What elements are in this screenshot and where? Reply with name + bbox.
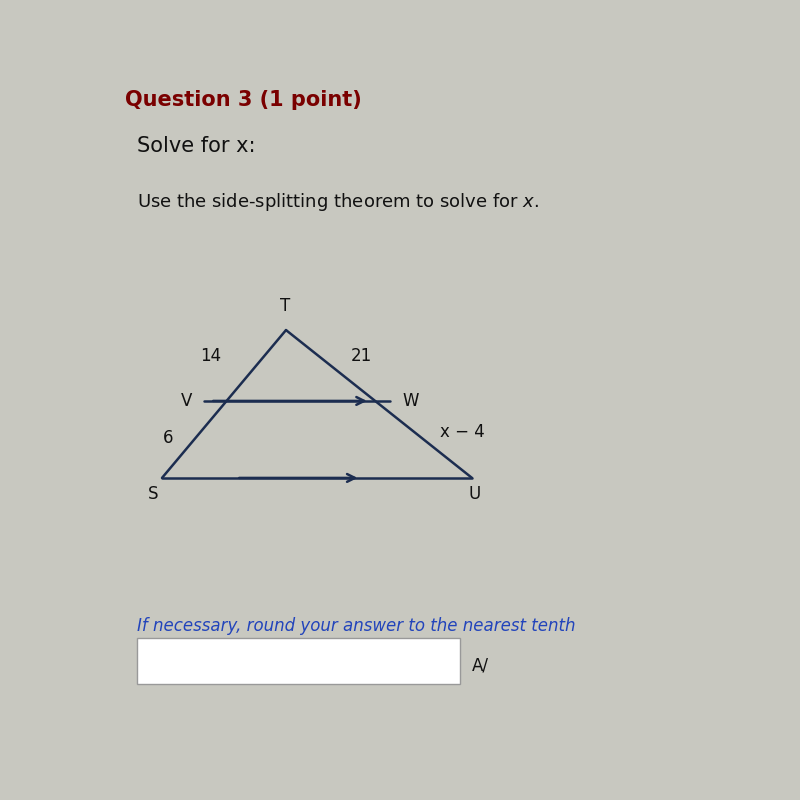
Text: U: U: [469, 486, 482, 503]
Text: 6: 6: [162, 429, 173, 447]
Bar: [138, 638, 459, 684]
Text: S: S: [147, 486, 158, 503]
Text: T: T: [280, 297, 290, 314]
Text: x − 4: x − 4: [440, 422, 485, 441]
Text: Solve for x:: Solve for x:: [138, 136, 256, 156]
Text: 21: 21: [351, 347, 372, 365]
Text: W: W: [402, 392, 419, 410]
Text: Question 3 (1 point): Question 3 (1 point): [125, 90, 362, 110]
Text: 14: 14: [200, 347, 221, 365]
Text: If necessary, round your answer to the nearest tenth: If necessary, round your answer to the n…: [138, 617, 576, 634]
Text: A/: A/: [472, 657, 489, 675]
Text: Use the side-splitting theorem to solve for $x$.: Use the side-splitting theorem to solve …: [138, 191, 539, 214]
Text: V: V: [180, 392, 192, 410]
